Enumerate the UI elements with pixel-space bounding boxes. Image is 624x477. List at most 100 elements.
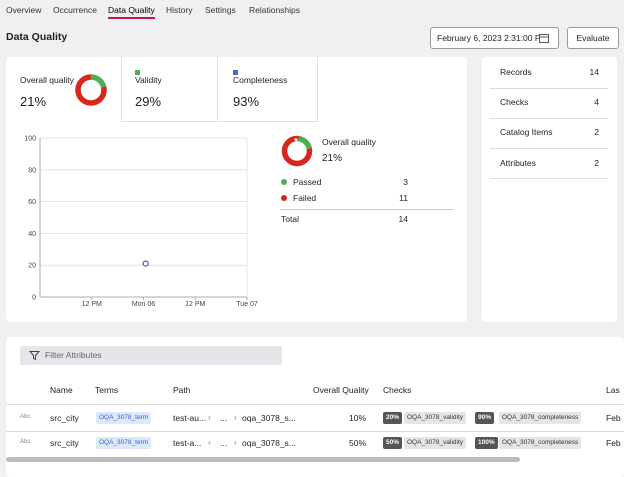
divider (217, 57, 218, 121)
column-header: Path (173, 385, 191, 395)
y-tick-label: 100 (24, 136, 36, 143)
check-score: 90% (475, 412, 495, 424)
path-part: oqa_3078_s... (242, 413, 296, 423)
metric-value: 21% (20, 94, 47, 109)
tab[interactable]: History (166, 5, 193, 15)
type-icon: Abc (20, 414, 31, 420)
tab[interactable]: Settings (205, 5, 236, 15)
check-score: 100% (475, 437, 498, 449)
page-title: Data Quality (6, 31, 68, 43)
total-label: Total (281, 214, 299, 224)
legend-swatch (233, 70, 238, 75)
summary-value: 21% (322, 153, 343, 164)
column-header: Overall Quality (313, 385, 369, 395)
quality-label: 10% (349, 413, 367, 423)
path-separator: › (208, 413, 211, 422)
scrollbar[interactable] (6, 457, 520, 462)
x-tick-label: Tue 07 (236, 301, 258, 308)
stat-value: 4 (594, 97, 599, 107)
legend-dot (281, 179, 287, 185)
y-tick-label: 40 (28, 231, 36, 238)
calendar-icon (539, 34, 549, 43)
term-chip: OQA_3078_term (96, 437, 152, 449)
stat-value: 2 (594, 158, 599, 168)
metric-value: 29% (135, 94, 162, 109)
stat-label: Catalog Items (500, 127, 553, 137)
divider (490, 88, 608, 89)
term-chip: OQA_3078_term (96, 412, 152, 424)
summary-title: Overall quality (322, 137, 376, 147)
y-tick-label: 80 (28, 167, 36, 174)
divider (490, 148, 608, 149)
divider (490, 118, 608, 119)
divider (317, 57, 318, 121)
check-name: OQA_3078_validity (404, 437, 467, 449)
stat-label: Attributes (500, 158, 536, 168)
donut-failed (75, 74, 107, 106)
quality-label: 50% (349, 438, 367, 448)
column-header: Checks (383, 385, 412, 395)
legend-dot (281, 195, 287, 201)
check-name: OQA_3078_validity (404, 412, 467, 424)
stat-value: 14 (589, 67, 599, 77)
check-score: 50% (383, 437, 403, 449)
legend-value: 11 (399, 193, 408, 203)
legend-swatch (135, 70, 140, 75)
metric-label: Overall quality (20, 75, 74, 85)
divider (490, 178, 608, 179)
legend-label: Passed (293, 177, 322, 187)
donut-segment (281, 135, 313, 167)
last-cell: Feb (606, 438, 621, 448)
column-header: Terms (95, 385, 119, 395)
y-tick-label: 0 (32, 295, 36, 302)
stat-value: 2 (594, 127, 599, 137)
divider (121, 57, 122, 121)
divider (121, 121, 318, 122)
data-point (142, 260, 149, 267)
total-value: 14 (398, 214, 408, 224)
tab[interactable]: Data Quality (108, 5, 155, 15)
active-tab-underline (108, 17, 155, 19)
tab[interactable]: Relationships (249, 5, 301, 15)
divider (6, 431, 624, 432)
path-separator: › (234, 413, 237, 422)
check-name: OQA_3078_completeness (499, 412, 582, 424)
path-part: test-a... (173, 438, 202, 448)
date-text: February 6, 2023 2:31:00 P (437, 33, 541, 43)
attribute-name: src_city (50, 438, 79, 448)
divider (280, 209, 454, 210)
filter-input[interactable]: Filter Attributes (20, 346, 282, 365)
legend-value: 3 (403, 177, 408, 187)
x-tick-label: 12 PM (185, 301, 205, 308)
legend-label: Failed (293, 193, 317, 203)
stat-label: Records (500, 67, 532, 77)
metric-label: Completeness (233, 75, 288, 85)
column-header: Las (606, 385, 620, 395)
metric-label: Validity (135, 75, 162, 85)
stats-card (482, 57, 617, 322)
filter-placeholder: Filter Attributes (45, 350, 102, 360)
tab[interactable]: Overview (6, 5, 42, 15)
date-input[interactable]: February 6, 2023 2:31:00 P (430, 27, 559, 49)
path-part: test-au... (173, 413, 207, 423)
path-part: ... (220, 413, 228, 423)
page: Overview Occurrence Data Quality History… (6, 5, 624, 477)
y-tick-label: 20 (28, 263, 36, 270)
stat-label: Checks (500, 97, 529, 107)
path-part: ... (220, 438, 228, 448)
path-separator: › (234, 438, 237, 447)
x-tick-label: 12 PM (82, 301, 102, 308)
x-tick-label: Mon 06 (132, 301, 155, 308)
filter-icon (29, 351, 40, 361)
type-icon: Abc (20, 439, 31, 445)
evaluate-button[interactable]: Evaluate (567, 27, 619, 49)
tab[interactable]: Occurrence (53, 5, 97, 15)
path-separator: › (208, 438, 211, 447)
path-part: oqa_3078_s... (242, 438, 296, 448)
attribute-name: src_city (50, 413, 79, 423)
column-header: Name (50, 385, 73, 395)
y-tick-label: 60 (28, 199, 36, 206)
check-score: 20% (383, 412, 403, 424)
check-name: OQA_3078_completeness (499, 437, 582, 449)
last-cell: Feb (606, 413, 621, 423)
